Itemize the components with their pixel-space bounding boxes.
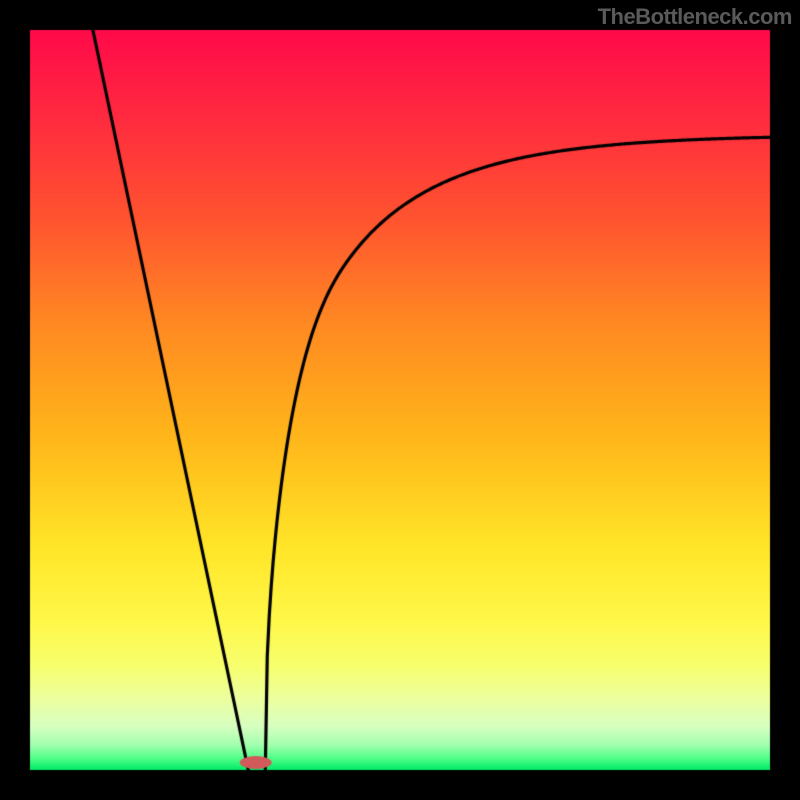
watermark-text: TheBottleneck.com [598, 4, 792, 30]
bottleneck-chart [0, 0, 800, 800]
chart-container: TheBottleneck.com [0, 0, 800, 800]
